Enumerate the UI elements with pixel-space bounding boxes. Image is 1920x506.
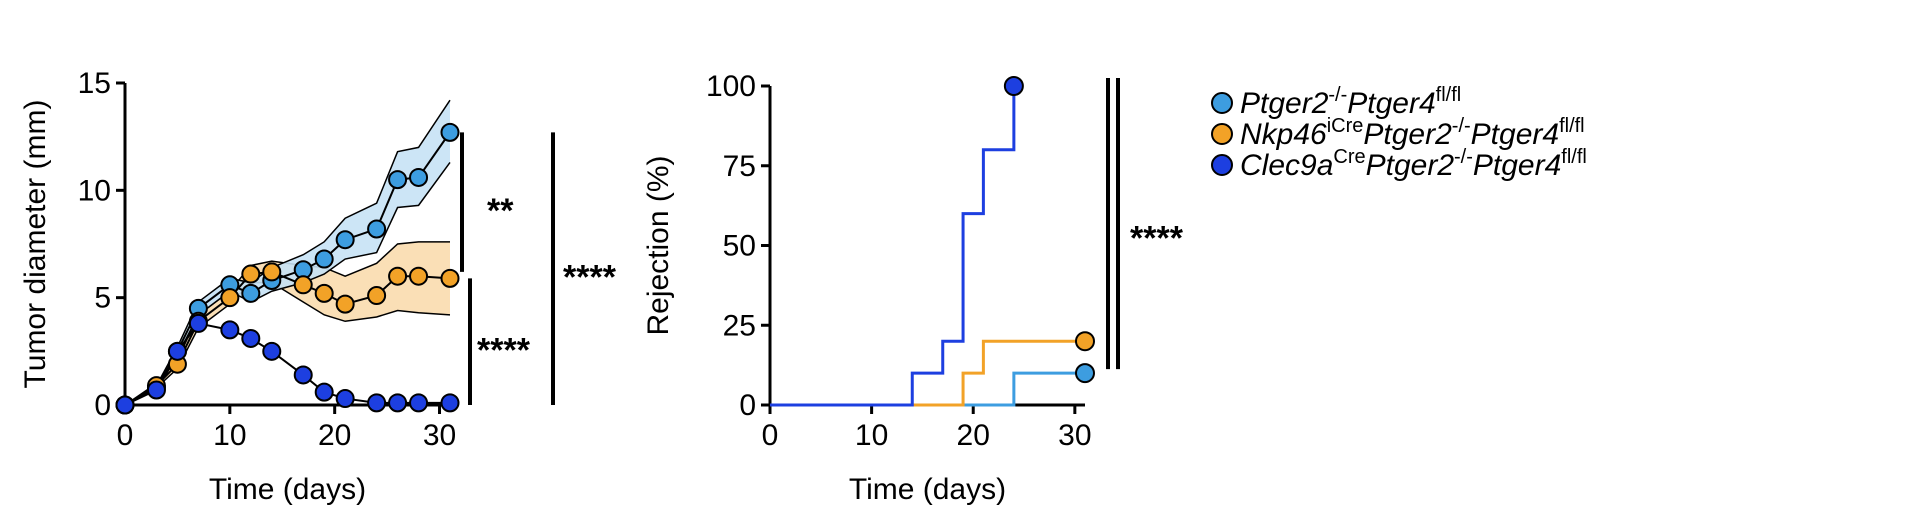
- data-point-orange: [220, 288, 240, 308]
- data-point-orange: [1075, 331, 1095, 352]
- data-point-dark_blue: [440, 393, 460, 413]
- data-point-orange: [388, 266, 408, 286]
- y-axis-title: Rejection (%): [642, 155, 675, 335]
- tumor-diameter-chart: 0 10 20 30 0 5 10 15 Time (days) Tumor diameter (…: [19, 67, 617, 506]
- legend-label: Ptger2-/-Ptger4fl/fl: [1240, 84, 1461, 120]
- data-point-light_blue: [314, 249, 334, 269]
- y-tick-label: 15: [78, 67, 111, 100]
- data-point-dark_blue: [115, 395, 135, 415]
- data-point-dark_blue: [388, 393, 408, 413]
- data-point-dark_blue: [241, 328, 261, 348]
- data-point-dark_blue: [188, 313, 208, 333]
- data-point-dark_blue: [367, 393, 387, 413]
- data-point-orange: [262, 262, 282, 282]
- data-point-dark_blue: [146, 380, 166, 400]
- data-point-orange: [314, 283, 334, 303]
- series-line-light_blue: [770, 371, 1085, 407]
- data-point-light_blue: [241, 283, 261, 303]
- data-point-dark_blue: [1003, 76, 1024, 96]
- legend-marker-orange: [1211, 123, 1233, 145]
- y-tick-label: 100: [706, 70, 756, 103]
- data-point-light_blue: [409, 167, 429, 187]
- data-point-orange: [241, 264, 261, 284]
- significance-label: ****: [477, 332, 531, 370]
- y-tick-label: 0: [739, 389, 756, 422]
- y-tick-label: 75: [723, 150, 756, 183]
- x-axis-title: Time (days): [209, 473, 366, 506]
- legend: Ptger2-/-Ptger4fl/flNkp46iCrePtger2-/-Pt…: [1211, 84, 1587, 182]
- x-tick-label: 30: [423, 419, 456, 452]
- error-band-orange: [125, 241, 450, 405]
- x-tick-label: 20: [318, 419, 351, 452]
- significance-label: ****: [563, 259, 617, 297]
- legend-label: Clec9aCrePtger2-/-Ptger4fl/fl: [1240, 146, 1587, 182]
- data-point-dark_blue: [314, 382, 334, 402]
- data-point-orange: [293, 275, 313, 295]
- data-point-light_blue: [440, 122, 460, 142]
- data-point-dark_blue: [335, 389, 355, 409]
- data-point-dark_blue: [293, 365, 313, 385]
- y-tick-label: 0: [94, 389, 111, 422]
- significance-label: ****: [1130, 220, 1184, 258]
- series-line-dark_blue: [770, 86, 1016, 407]
- x-tick-label: 10: [855, 419, 888, 452]
- series-line-orange: [770, 339, 1085, 407]
- data-point-orange: [409, 266, 429, 286]
- x-tick-label: 30: [1058, 419, 1091, 452]
- y-tick-label: 25: [723, 309, 756, 342]
- y-tick-label: 50: [723, 230, 756, 263]
- y-tick-label: 10: [78, 174, 111, 207]
- error-band-upper-light_blue: [124, 99, 451, 406]
- data-point-orange: [367, 286, 387, 306]
- x-axis-title: Time (days): [849, 473, 1006, 506]
- data-point-light_blue: [1075, 363, 1095, 384]
- data-point-orange: [440, 268, 460, 288]
- x-tick-label: 0: [117, 419, 134, 452]
- x-tick-label: 20: [957, 419, 990, 452]
- rejection-chart: 0 10 20 30 0 25 50 75 100 Time (days) Rejection (%…: [642, 70, 1184, 506]
- data-point-dark_blue: [167, 341, 187, 361]
- data-point-light_blue: [335, 230, 355, 250]
- x-tick-label: 0: [762, 419, 779, 452]
- legend-label: Nkp46iCrePtger2-/-Ptger4fl/fl: [1240, 115, 1585, 151]
- y-tick-label: 5: [94, 282, 111, 315]
- y-axis-title: Tumor diameter (mm): [19, 100, 52, 389]
- legend-marker-dark_blue: [1211, 154, 1233, 176]
- legend-marker-light_blue: [1211, 92, 1233, 114]
- data-point-dark_blue: [409, 393, 429, 413]
- data-point-light_blue: [388, 170, 408, 190]
- data-point-dark_blue: [262, 341, 282, 361]
- data-point-light_blue: [367, 219, 387, 239]
- data-point-orange: [335, 294, 355, 314]
- significance-label: **: [487, 192, 514, 230]
- x-tick-label: 10: [213, 419, 246, 452]
- data-point-dark_blue: [220, 320, 240, 340]
